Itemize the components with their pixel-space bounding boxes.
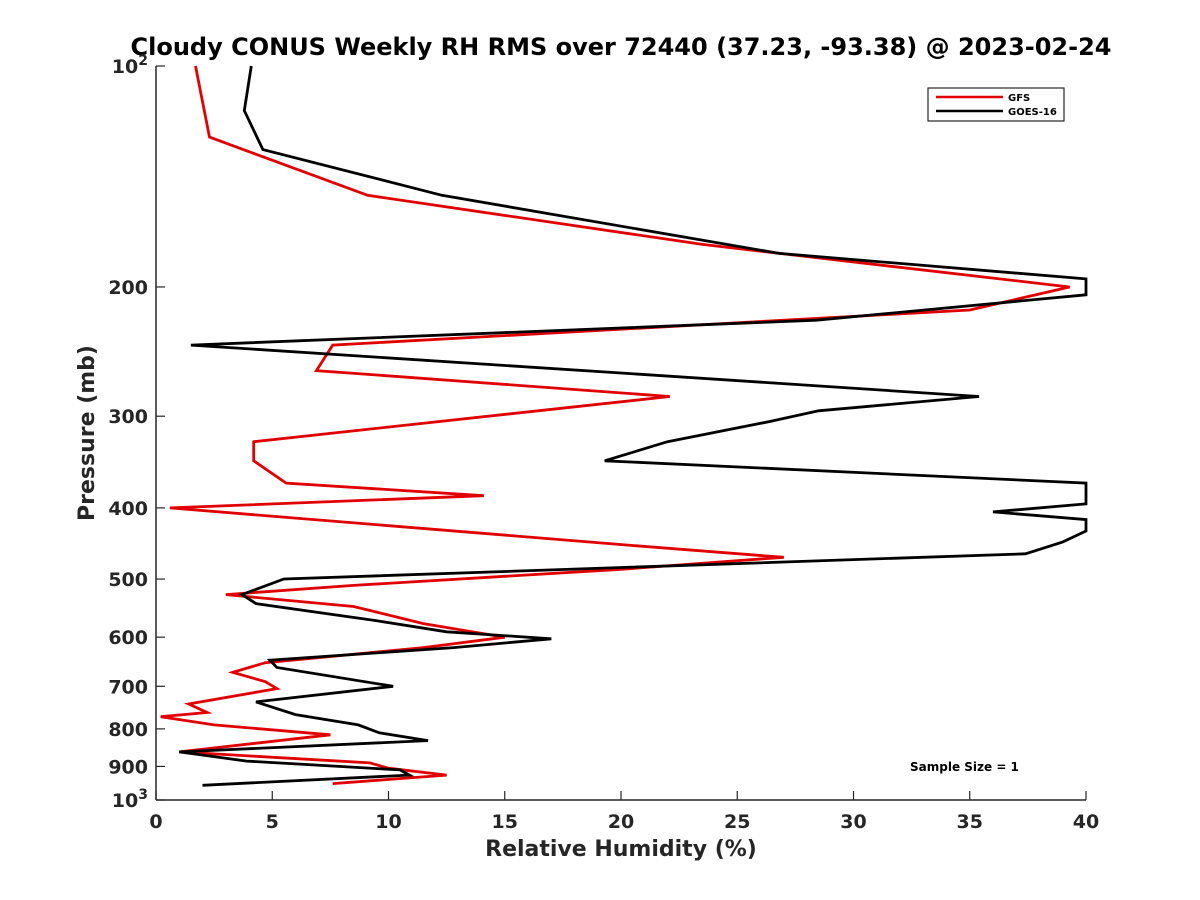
y-tick-label: 102 (112, 53, 148, 78)
legend-label-goes16: GOES-16 (1008, 107, 1057, 118)
series-line-gfs (160, 65, 1071, 785)
y-tick-label: 500 (108, 569, 148, 591)
legend: GFS GOES-16 (927, 87, 1065, 122)
y-tick-label: 400 (108, 498, 148, 520)
y-tick-label: 300 (108, 406, 148, 428)
x-tick-label: 30 (840, 811, 866, 833)
y-axis-ticks: 102 200 300 400 500 600 700 800 900 103 (108, 53, 165, 812)
legend-box (927, 87, 1065, 122)
x-axis-ticks: 0 5 10 15 20 25 30 35 40 (149, 791, 1099, 833)
y-tick-label: 103 (112, 787, 148, 812)
x-tick-label: 10 (375, 811, 401, 833)
plot-area (156, 66, 1086, 800)
legend-label-gfs: GFS (1008, 93, 1030, 104)
y-tick-label: 900 (108, 756, 148, 778)
x-tick-label: 25 (724, 811, 750, 833)
y-tick-label: 700 (108, 676, 148, 698)
series-layer (160, 65, 1088, 787)
x-tick-label: 35 (957, 811, 983, 833)
series-line-goes16 (179, 65, 1088, 787)
y-axis-label: Pressure (mb) (75, 345, 100, 521)
chart-title: Cloudy CONUS Weekly RH RMS over 72440 (3… (131, 33, 1112, 61)
x-tick-label: 5 (266, 811, 279, 833)
y-tick-label: 600 (108, 627, 148, 649)
x-tick-label: 15 (492, 811, 518, 833)
y-tick-label: 800 (108, 719, 148, 741)
x-tick-label: 0 (149, 811, 162, 833)
sample-size-annotation: Sample Size = 1 (910, 760, 1019, 774)
x-tick-label: 40 (1073, 811, 1099, 833)
y-tick-label: 200 (108, 277, 148, 299)
x-axis-label: Relative Humidity (%) (485, 837, 757, 862)
x-tick-label: 20 (608, 811, 634, 833)
